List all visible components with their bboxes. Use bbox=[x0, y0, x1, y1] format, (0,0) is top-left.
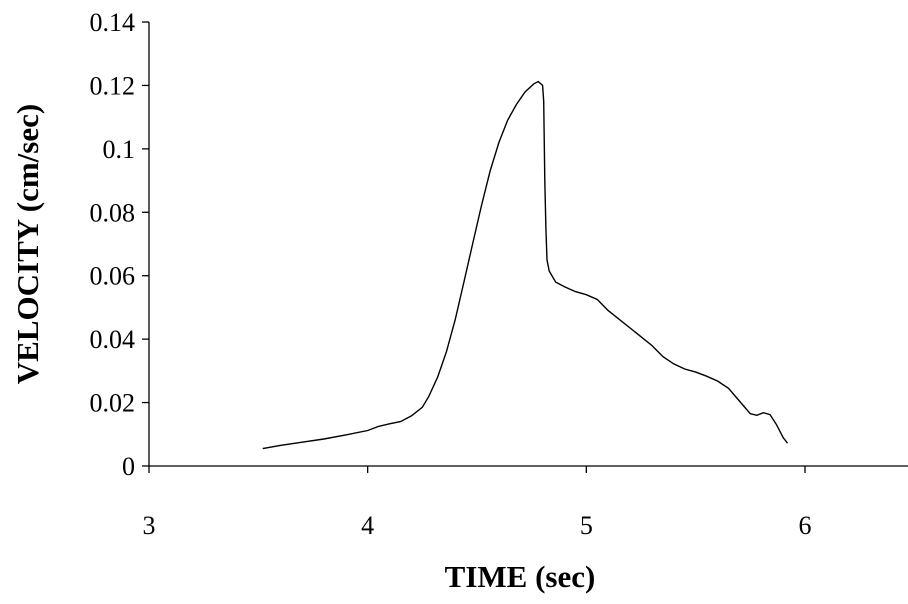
x-ticks: 3 4 5 6 bbox=[143, 466, 812, 540]
x-tick-label: 4 bbox=[361, 511, 374, 540]
y-tick-label: 0.1 bbox=[103, 135, 136, 164]
y-tick-label: 0.04 bbox=[90, 325, 136, 354]
series-line bbox=[262, 80, 789, 450]
y-tick-label: 0.12 bbox=[90, 71, 136, 100]
y-tick-label: 0.02 bbox=[90, 389, 136, 418]
y-tick-label: 0.06 bbox=[90, 262, 136, 291]
x-tick-label: 6 bbox=[799, 511, 812, 540]
y-tick-label: 0.08 bbox=[90, 198, 136, 227]
y-tick-label: 0.14 bbox=[90, 8, 136, 37]
y-tick-label: 0 bbox=[122, 452, 135, 481]
y-axis-title: VELOCITY (cm/sec) bbox=[10, 104, 45, 384]
x-tick-label: 3 bbox=[143, 511, 156, 540]
x-axis-title: TIME (sec) bbox=[445, 559, 596, 594]
plot-area: 0 0.02 0.04 0.06 0.08 0.1 0.12 0.14 3 4 5 6 bbox=[90, 8, 908, 540]
y-ticks: 0 0.02 0.04 0.06 0.08 0.1 0.12 0.14 bbox=[90, 8, 149, 481]
x-tick-label: 5 bbox=[580, 511, 593, 540]
